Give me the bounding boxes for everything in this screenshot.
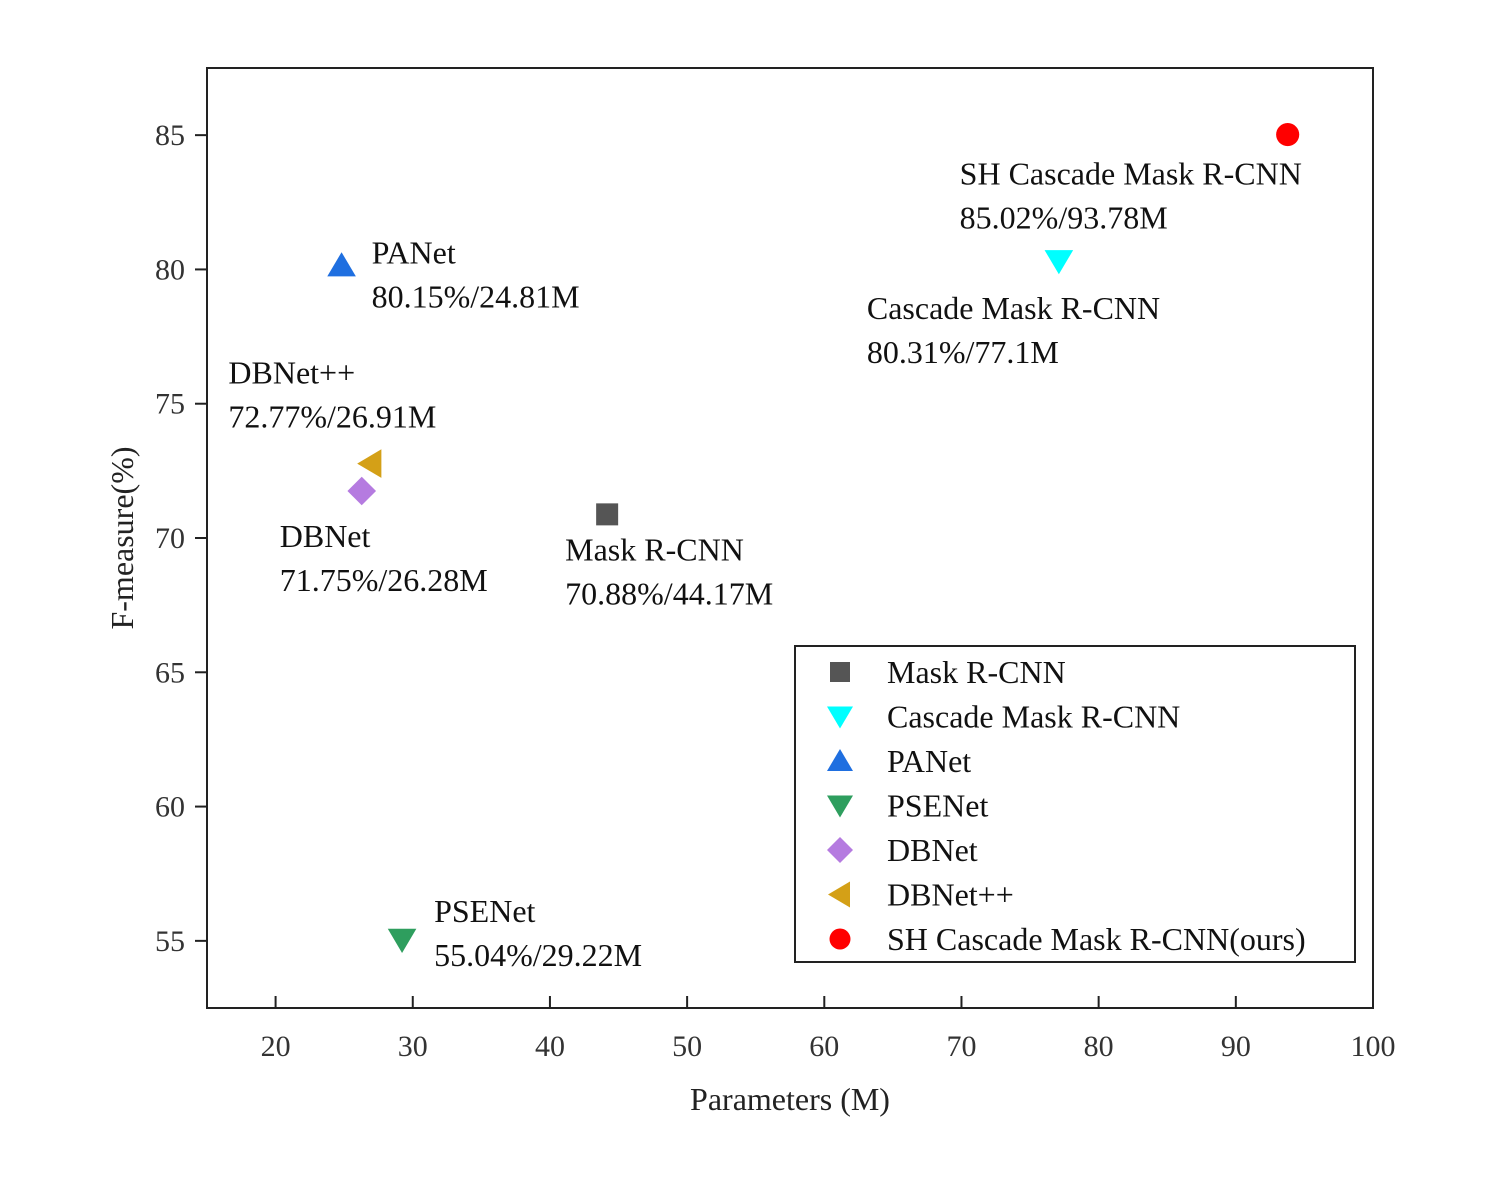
point-label-name-dbnet: DBNet++ (228, 355, 355, 391)
x-tick-label: 60 (809, 1030, 839, 1063)
point-sh-cascade-mask-r-cnn-ours (1276, 123, 1300, 147)
point-label-value-cascade-mask-r-cnn: 80.31%/77.1M (867, 334, 1059, 370)
x-tick-label: 40 (535, 1030, 565, 1063)
point-label-name-cascade-mask-r-cnn: Cascade Mask R-CNN (867, 290, 1160, 326)
legend-marker-mask-r-cnn (830, 662, 850, 682)
point-label-value-sh-cascade-mask-r-cnn-ours: 85.02%/93.78M (960, 200, 1168, 236)
y-axis-title: F-measure(%) (104, 446, 140, 629)
point-psenet (387, 928, 417, 953)
x-tick-label: 70 (946, 1030, 976, 1063)
legend: Mask R-CNN Cascade Mask R-CNN PANet PSENet D… (794, 645, 1356, 963)
x-axis-title: Parameters (M) (690, 1081, 890, 1117)
legend-label-cascade-mask-r-cnn: Cascade Mask R-CNN (887, 699, 1180, 735)
legend-marker-psenet (827, 795, 853, 818)
legend-marker-panet (827, 749, 853, 771)
x-tick-label: 30 (398, 1030, 428, 1063)
y-tick-label: 60 (155, 791, 185, 824)
legend-marker-cascade-mask-r-cnn (827, 706, 853, 729)
point-label-name-sh-cascade-mask-r-cnn-ours: SH Cascade Mask R-CNN (960, 156, 1302, 192)
point-label-value-panet: 80.15%/24.81M (372, 278, 580, 314)
point-labels: Mask R-CNN 70.88%/44.17M Cascade Mask R-CN… (228, 156, 1301, 973)
point-mask-r-cnn (596, 503, 619, 526)
x-tick-label: 20 (261, 1030, 291, 1063)
point-label-value-dbnet: 71.75%/26.28M (280, 562, 488, 598)
point-label-value-dbnet: 72.77%/26.91M (228, 399, 436, 435)
legend-label-dbnet: DBNet++ (887, 877, 1014, 913)
legend-marker-dbnet (828, 881, 850, 908)
point-label-value-psenet: 55.04%/29.22M (434, 937, 642, 973)
data-points (327, 123, 1300, 953)
y-tick-label: 70 (155, 522, 185, 555)
point-label-name-mask-r-cnn: Mask R-CNN (565, 531, 744, 567)
legend-label-mask-r-cnn: Mask R-CNN (887, 654, 1066, 690)
y-axis: 55 60 65 70 75 80 85 (155, 119, 207, 958)
point-dbnet (347, 476, 377, 506)
legend-marker-sh-cascade-mask-r-cnn-ours (829, 928, 851, 950)
point-panet (327, 252, 356, 277)
point-label-value-mask-r-cnn: 70.88%/44.17M (565, 575, 773, 611)
point-dbnet (357, 449, 382, 478)
x-tick-label: 100 (1351, 1030, 1396, 1063)
y-tick-label: 55 (155, 925, 185, 958)
y-tick-label: 65 (155, 656, 185, 689)
legend-label-dbnet: DBNet (887, 832, 978, 868)
x-tick-label: 50 (672, 1030, 702, 1063)
point-label-name-panet: PANet (372, 234, 456, 270)
y-tick-label: 75 (155, 388, 185, 421)
legend-marker-dbnet (827, 837, 853, 863)
point-label-name-psenet: PSENet (434, 893, 535, 929)
point-cascade-mask-r-cnn (1044, 250, 1074, 275)
y-tick-label: 85 (155, 119, 185, 152)
legend-label-panet: PANet (887, 743, 971, 779)
legend-label-psenet: PSENet (887, 788, 988, 824)
legend-box (794, 645, 1356, 963)
y-tick-label: 80 (155, 253, 185, 286)
legend-label-sh-cascade-mask-r-cnn-ours: SH Cascade Mask R-CNN(ours) (887, 921, 1306, 957)
x-axis: 20 30 40 50 60 70 80 90 100 (261, 996, 1396, 1063)
x-tick-label: 90 (1221, 1030, 1251, 1063)
point-label-name-dbnet: DBNet (280, 518, 371, 554)
x-tick-label: 80 (1084, 1030, 1114, 1063)
